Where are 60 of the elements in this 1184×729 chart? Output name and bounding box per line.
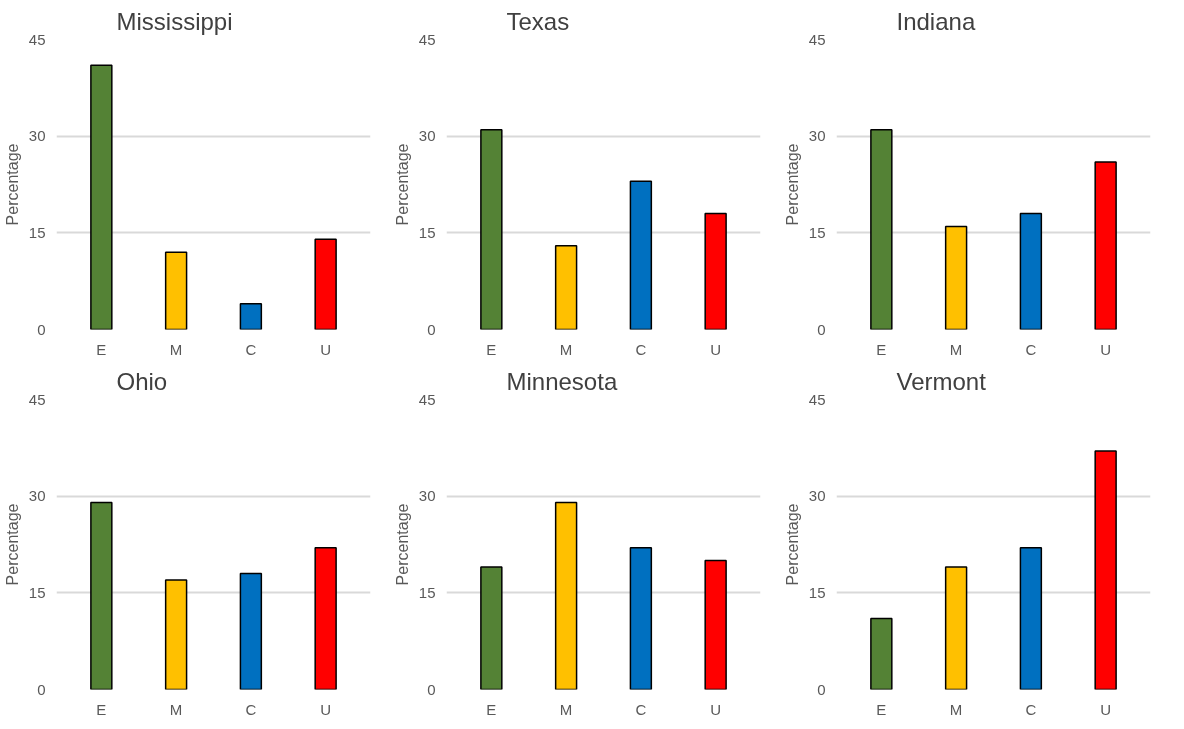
x-tick-label: E [96,700,107,718]
x-tick-label: U [320,340,332,358]
y-axis-title: Percentage [3,143,21,226]
x-tick-label: U [1100,340,1112,358]
y-tick-label: 0 [427,680,436,698]
y-tick-label: 45 [28,30,46,48]
y-tick-label: 30 [28,487,46,505]
y-tick-label: 0 [37,680,46,698]
y-axis-title: Percentage [783,143,801,226]
y-tick-label: 45 [418,390,436,408]
y-axis-title: Percentage [393,503,411,586]
x-tick-label: U [710,700,722,718]
y-axis-title: Percentage [783,503,801,586]
y-tick-label: 15 [418,583,436,601]
y-tick-label: 15 [28,223,46,241]
y-tick-label: 0 [427,320,436,338]
x-tick-label: M [169,700,183,718]
x-tick-label: C [1025,340,1037,358]
y-tick-label: 30 [808,127,826,145]
x-tick-label: C [1025,700,1037,718]
y-tick-label: 30 [28,127,46,145]
y-tick-label: 45 [808,390,826,408]
y-tick-label: 15 [28,583,46,601]
y-tick-label: 30 [418,127,436,145]
x-tick-label: E [96,340,107,358]
x-tick-label: C [635,700,647,718]
y-tick-label: 15 [808,583,826,601]
y-tick-label: 0 [817,680,826,698]
y-tick-label: 0 [817,320,826,338]
y-tick-label: 45 [418,30,436,48]
chart-title: Indiana [896,7,976,35]
x-tick-label: C [245,700,257,718]
x-tick-label: U [1100,700,1112,718]
x-tick-label: C [245,340,257,358]
y-tick-label: 30 [808,487,826,505]
x-tick-label: M [169,340,183,358]
y-axis-title: Percentage [3,503,21,586]
chart-title: Ohio [116,367,168,395]
chart-title: Minnesota [506,367,618,395]
chart-title: Texas [506,7,570,35]
x-tick-label: U [320,700,332,718]
x-tick-label: E [876,340,887,358]
y-tick-label: 15 [808,223,826,241]
x-tick-label: M [949,700,963,718]
y-tick-label: 45 [808,30,826,48]
chart-title: Vermont [896,367,987,395]
x-tick-label: M [949,340,963,358]
y-tick-label: 30 [418,487,436,505]
x-tick-label: C [635,340,647,358]
x-tick-label: U [710,340,722,358]
x-tick-label: E [486,700,497,718]
x-tick-label: E [486,340,497,358]
y-tick-label: 45 [28,390,46,408]
y-tick-label: 0 [37,320,46,338]
y-axis-title: Percentage [393,143,411,226]
x-tick-label: E [876,700,887,718]
y-tick-label: 15 [418,223,436,241]
chart-title: Mississippi [116,7,233,35]
x-tick-label: M [559,700,573,718]
x-tick-label: M [559,340,573,358]
